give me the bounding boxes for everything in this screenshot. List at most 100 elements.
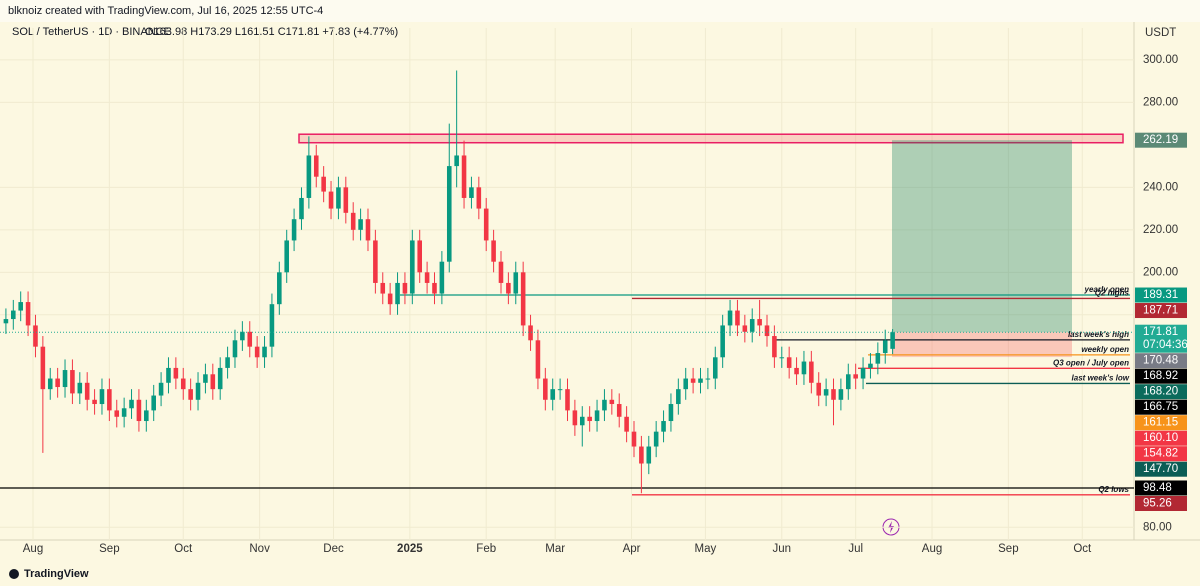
candle-body bbox=[483, 208, 489, 241]
candle-body bbox=[860, 367, 866, 379]
level-label: weekly open bbox=[1081, 345, 1129, 354]
candle-body bbox=[225, 357, 230, 368]
candle-body bbox=[742, 325, 748, 332]
price-label: 147.70 bbox=[1143, 463, 1178, 475]
candle-body bbox=[838, 389, 844, 400]
candle-body bbox=[461, 155, 467, 198]
price-label: 171.81 bbox=[1143, 326, 1178, 338]
price-label-bg bbox=[1135, 132, 1187, 148]
x-tick-label: Aug bbox=[23, 543, 43, 555]
x-tick-label: Apr bbox=[623, 543, 641, 555]
y-tick-label: 220.00 bbox=[1143, 224, 1178, 236]
y-tick-label: 80.00 bbox=[1143, 521, 1172, 533]
candle-body bbox=[3, 319, 9, 324]
price-label-bg bbox=[1135, 287, 1187, 303]
logo bbox=[9, 569, 19, 579]
currency: USDT bbox=[1145, 27, 1176, 39]
candle-body bbox=[572, 410, 578, 426]
candle-body bbox=[166, 367, 171, 383]
candle-body bbox=[498, 261, 504, 283]
candle-body bbox=[277, 272, 282, 305]
candle-body bbox=[875, 353, 881, 364]
candle-body bbox=[602, 399, 607, 411]
candle-body bbox=[757, 319, 762, 326]
candle-body bbox=[786, 357, 792, 368]
candle-body bbox=[99, 389, 105, 405]
x-tick-label: Mar bbox=[545, 543, 565, 555]
candle-body bbox=[40, 346, 46, 390]
price-label-bg bbox=[1135, 353, 1187, 369]
target-zone bbox=[892, 140, 1072, 333]
header: blknoiz created with TradingView.com, Ju… bbox=[8, 5, 323, 17]
candle-body bbox=[373, 240, 378, 283]
x-tick-label: 2025 bbox=[397, 543, 423, 555]
price-label-bg bbox=[1135, 368, 1187, 384]
candle-body bbox=[823, 389, 829, 396]
candle-body bbox=[180, 378, 186, 390]
candle-body bbox=[70, 370, 75, 394]
price-label: 189.31 bbox=[1143, 289, 1178, 301]
candle-body bbox=[203, 374, 208, 383]
level-label: last week's low bbox=[1072, 374, 1130, 383]
header-bar bbox=[0, 0, 1200, 22]
candle-body bbox=[25, 302, 31, 326]
candle-body bbox=[365, 219, 371, 241]
candle-body bbox=[690, 378, 696, 383]
footer: TradingView bbox=[24, 568, 89, 580]
price-label-bg bbox=[1135, 384, 1187, 400]
candle-body bbox=[299, 197, 304, 220]
candle-body bbox=[77, 382, 83, 394]
price-label-bg bbox=[1135, 495, 1187, 511]
price-label: 262.19 bbox=[1143, 134, 1178, 146]
candle-body bbox=[254, 346, 260, 358]
candle-body bbox=[616, 404, 622, 417]
price-label: 161.15 bbox=[1143, 417, 1178, 429]
price-label: 170.48 bbox=[1143, 355, 1178, 367]
candle-body bbox=[107, 389, 112, 411]
price-label-bg bbox=[1135, 430, 1187, 446]
candle-body bbox=[121, 408, 127, 417]
x-tick-label: Nov bbox=[249, 543, 270, 555]
candle-body bbox=[868, 363, 873, 368]
candle-body bbox=[358, 219, 363, 230]
y-tick-label: 240.00 bbox=[1143, 181, 1178, 193]
candle-body bbox=[749, 319, 755, 332]
candle-body bbox=[712, 357, 718, 379]
x-tick-label: Sep bbox=[99, 543, 119, 555]
y-tick-label: 300.00 bbox=[1143, 54, 1178, 66]
candle-body bbox=[720, 325, 725, 358]
candle-body bbox=[328, 191, 334, 209]
candle-body bbox=[831, 389, 836, 400]
x-tick-label: Sep bbox=[998, 543, 1018, 555]
price-label-bg bbox=[1135, 461, 1187, 477]
price-label: 98.48 bbox=[1143, 482, 1172, 494]
x-tick-label: Aug bbox=[922, 543, 942, 555]
candle-body bbox=[402, 282, 408, 294]
candle-body bbox=[432, 282, 437, 294]
candle-body bbox=[291, 219, 297, 241]
x-tick-label: Jul bbox=[848, 543, 863, 555]
x-tick-label: Oct bbox=[1073, 543, 1092, 555]
candle-body bbox=[683, 378, 689, 390]
candle-body bbox=[92, 399, 97, 405]
x-tick-label: May bbox=[695, 543, 717, 555]
level-label: Q2 lows bbox=[1098, 485, 1129, 494]
candle-body bbox=[890, 332, 895, 349]
candle-body bbox=[321, 176, 326, 192]
candle-body bbox=[247, 331, 253, 347]
candle-body bbox=[639, 446, 644, 464]
price-label-bg bbox=[1135, 415, 1187, 431]
price-label: 168.92 bbox=[1143, 370, 1178, 382]
candle-body bbox=[18, 302, 23, 311]
candle-body bbox=[47, 378, 53, 390]
candle-body bbox=[609, 399, 615, 405]
candle-body bbox=[735, 310, 740, 326]
price-label: 154.82 bbox=[1143, 448, 1178, 460]
resistance-zone bbox=[298, 133, 1124, 144]
candle-body bbox=[55, 378, 60, 388]
candle-body bbox=[557, 389, 563, 391]
symbol: SOL / TetherUS · 1D · BINANCE bbox=[12, 26, 171, 38]
candle-body bbox=[528, 325, 533, 341]
candle-body bbox=[535, 340, 541, 379]
